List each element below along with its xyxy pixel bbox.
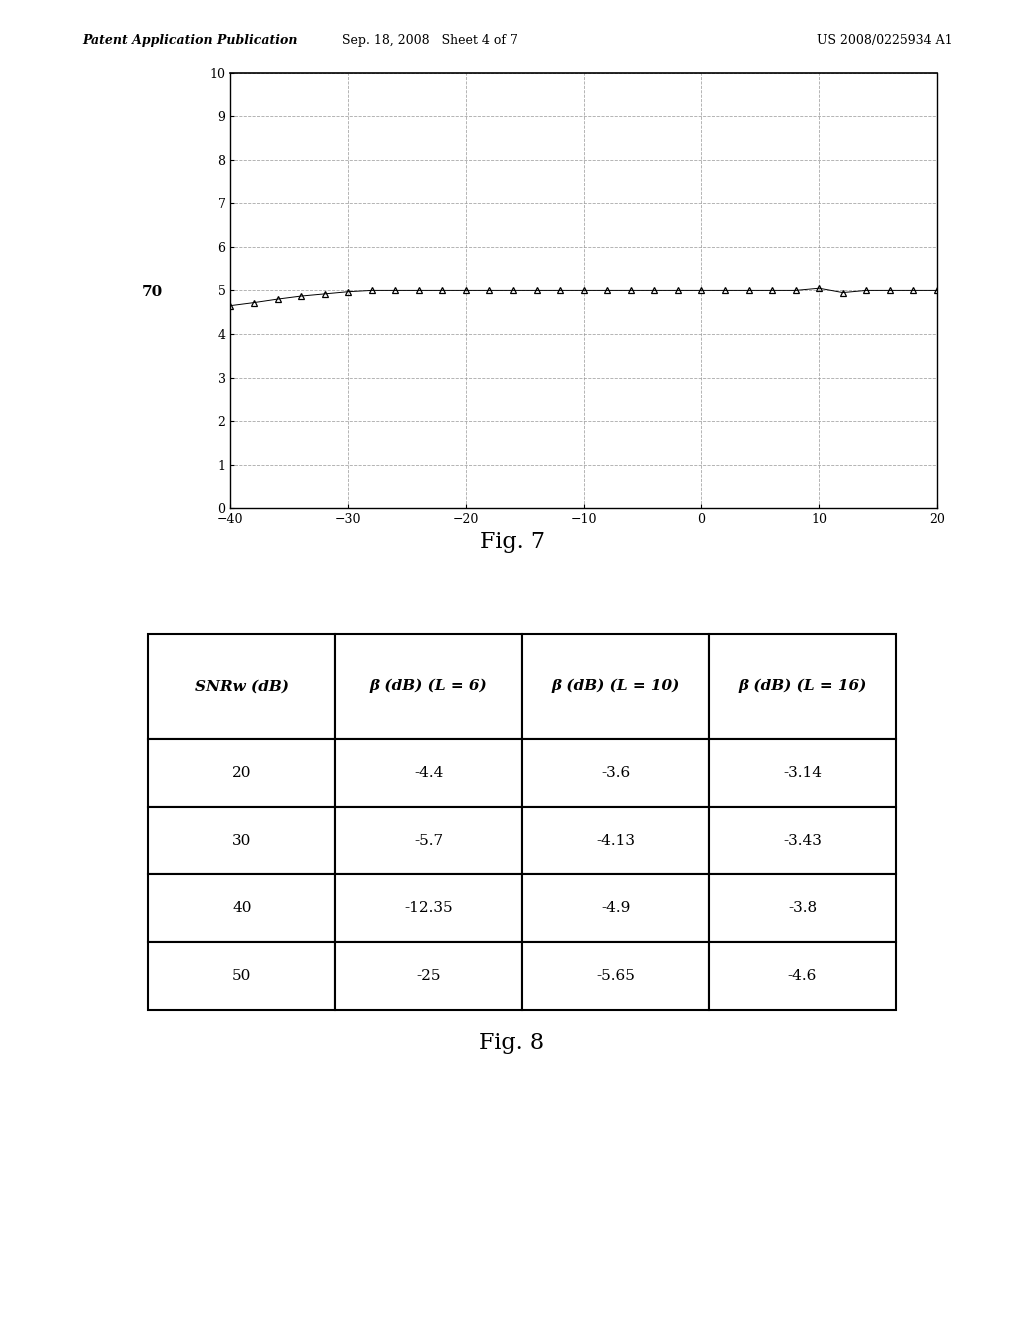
Text: US 2008/0225934 A1: US 2008/0225934 A1	[817, 34, 952, 48]
Text: Fig. 8: Fig. 8	[479, 1032, 545, 1055]
Text: 70: 70	[142, 285, 163, 298]
Text: Sep. 18, 2008   Sheet 4 of 7: Sep. 18, 2008 Sheet 4 of 7	[342, 34, 518, 48]
Text: Fig. 7: Fig. 7	[479, 531, 545, 553]
Text: Patent Application Publication: Patent Application Publication	[82, 34, 297, 48]
